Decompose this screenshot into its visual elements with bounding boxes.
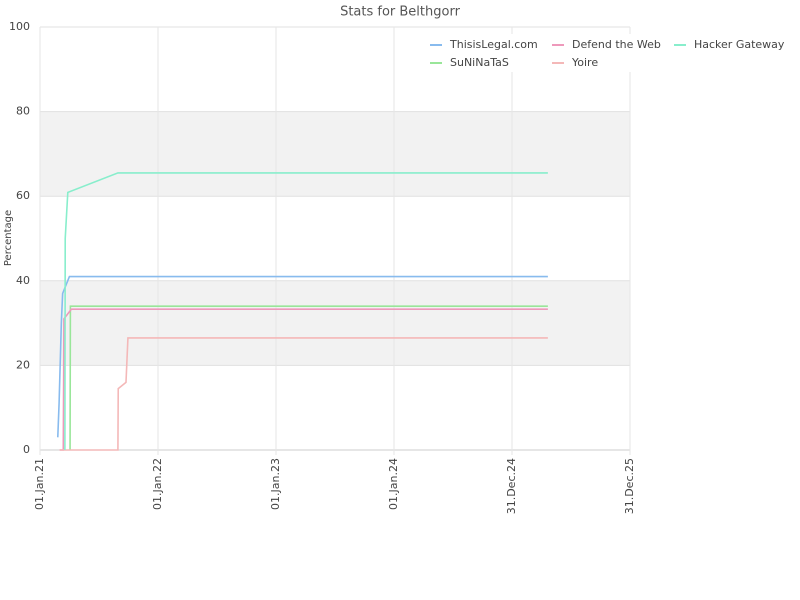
legend-box — [422, 34, 792, 72]
plot-band — [40, 280, 630, 366]
legend-label: Defend the Web — [572, 38, 661, 51]
chart-title: Stats for Belthgorr — [340, 5, 461, 20]
x-tick-label: 31.Dec.25 — [623, 458, 636, 514]
legend-label: Yoire — [571, 56, 598, 69]
x-tick-label: 31.Dec.24 — [505, 458, 518, 514]
series-line — [69, 305, 548, 451]
series-line — [64, 172, 548, 451]
x-tick-label: 01.Jan.21 — [33, 458, 46, 510]
series-line — [59, 337, 548, 451]
y-axis-label: Percentage — [3, 210, 14, 266]
y-tick-label: 0 — [23, 443, 30, 456]
x-tick-label: 01.Jan.23 — [269, 458, 282, 510]
x-tick-label: 01.Jan.22 — [151, 458, 164, 510]
y-tick-label: 40 — [16, 274, 30, 287]
y-tick-label: 20 — [16, 358, 30, 371]
legend-label: SuNiNaTaS — [450, 56, 509, 69]
plot-band — [40, 111, 630, 197]
y-tick-label: 80 — [16, 105, 30, 118]
legend-label: Hacker Gateway — [694, 38, 785, 51]
legend-label: ThisisLegal.com — [449, 38, 538, 51]
y-tick-label: 100 — [9, 20, 30, 33]
series-line — [56, 275, 548, 438]
y-tick-label: 60 — [16, 189, 30, 202]
x-tick-label: 01.Jan.24 — [387, 458, 400, 510]
